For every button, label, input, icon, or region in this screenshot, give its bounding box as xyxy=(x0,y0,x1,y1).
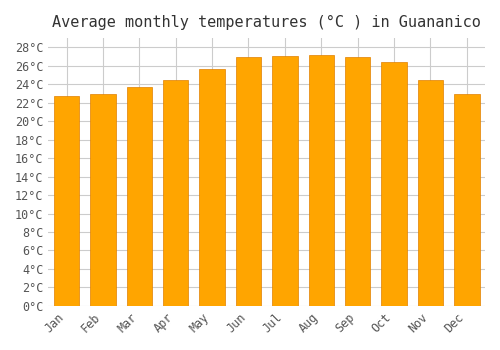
Bar xyxy=(272,56,297,306)
Bar xyxy=(163,80,188,306)
Bar xyxy=(382,62,407,306)
Bar xyxy=(418,80,443,306)
Bar xyxy=(90,93,116,306)
Bar xyxy=(236,57,261,306)
Bar xyxy=(345,57,370,306)
Bar xyxy=(454,93,479,306)
Title: Average monthly temperatures (°C ) in Guananico: Average monthly temperatures (°C ) in Gu… xyxy=(52,15,481,30)
Bar xyxy=(200,69,225,306)
Bar xyxy=(126,87,152,306)
Bar xyxy=(54,96,80,306)
Bar xyxy=(308,55,334,306)
